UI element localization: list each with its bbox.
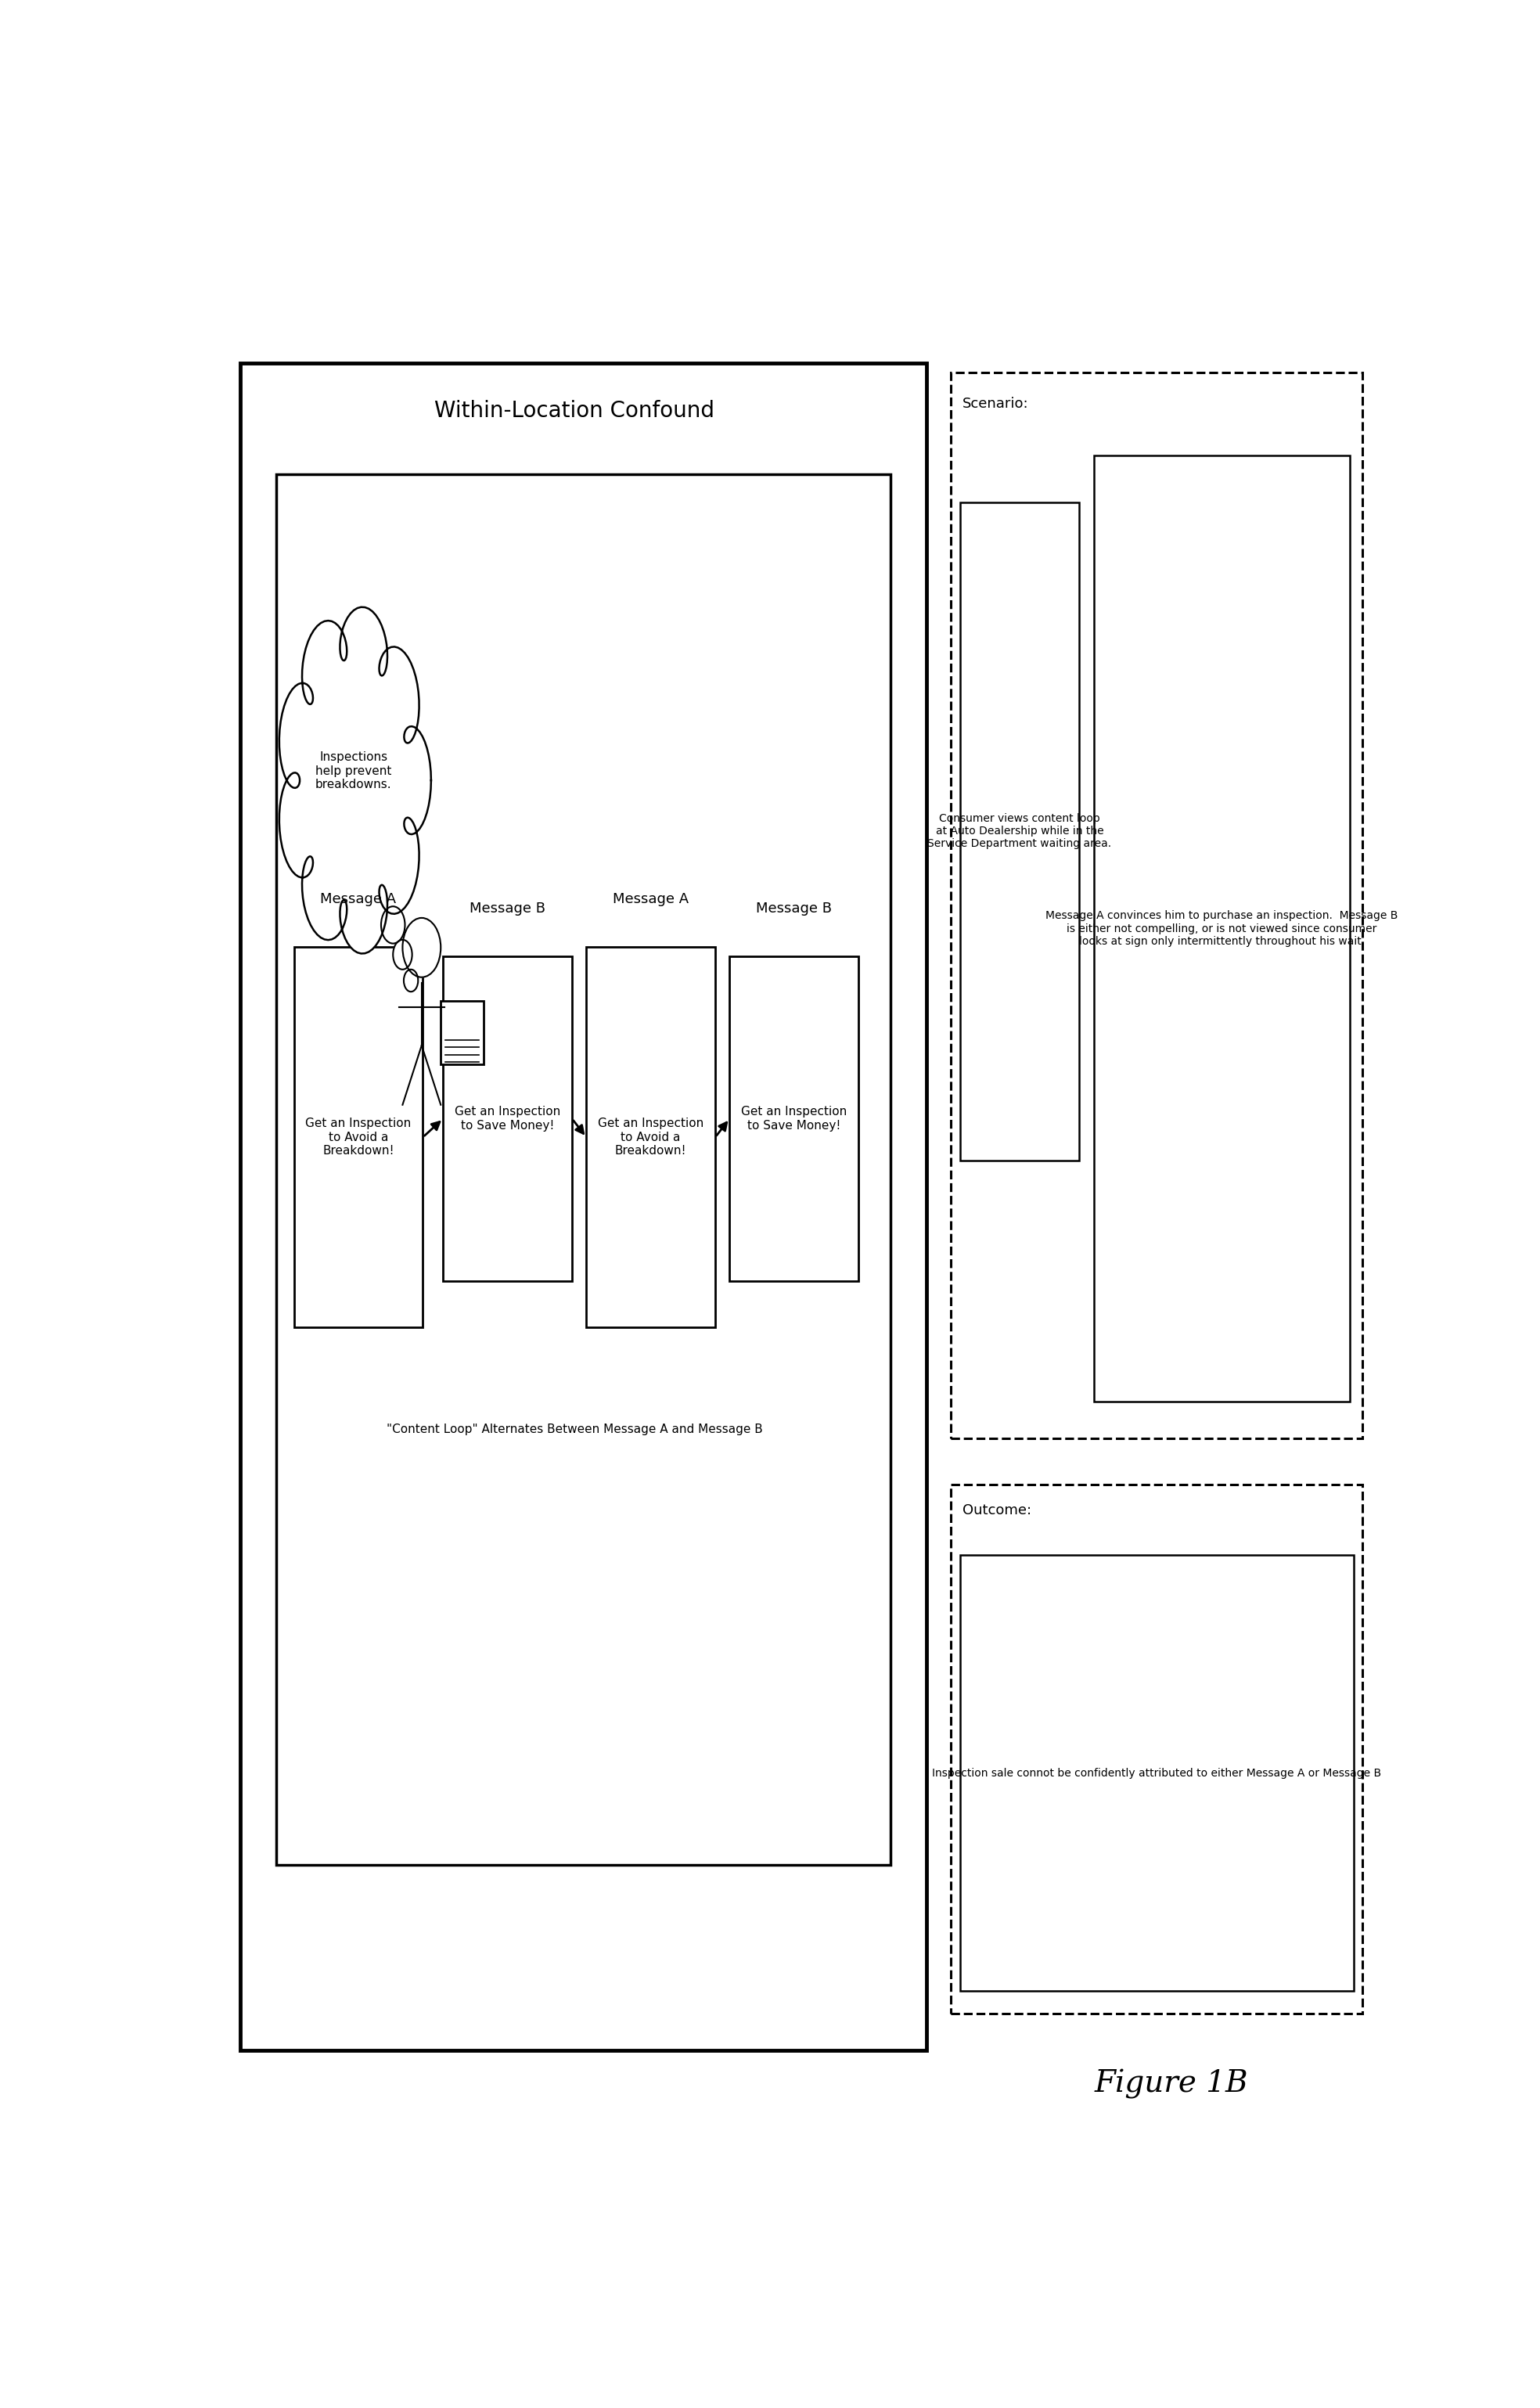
Bar [959,503,1080,1161]
Text: "Content Loop" Alternates Between Message A and Message B: "Content Loop" Alternates Between Messag… [387,1423,762,1435]
Text: Message B: Message B [756,901,832,915]
Text: Message A: Message A [613,893,688,905]
Text: Figure 1B: Figure 1B [1095,2068,1247,2100]
Text: Get an Inspection
to Avoid a
Breakdown!: Get an Inspection to Avoid a Breakdown! [598,1117,704,1156]
Bar [1093,455,1351,1401]
Text: Scenario:: Scenario: [962,397,1029,412]
Polygon shape [279,607,431,954]
Text: Message A convinces him to purchase an inspection.  Message B
is either not comp: Message A convinces him to purchase an i… [1046,910,1398,946]
Bar [240,364,927,2049]
Text: Message B: Message B [470,901,545,915]
Text: Get an Inspection
to Avoid a
Breakdown!: Get an Inspection to Avoid a Breakdown! [305,1117,411,1156]
Text: Within-Location Confound: Within-Location Confound [434,400,715,421]
Bar [444,956,571,1281]
Circle shape [393,939,413,970]
Bar [294,946,424,1327]
Circle shape [402,917,440,978]
Circle shape [403,970,417,992]
Bar [730,956,858,1281]
Text: Consumer views content loop
at Auto Dealership while in the
Service Department w: Consumer views content loop at Auto Deal… [927,814,1112,850]
Bar [587,946,715,1327]
Text: Message A: Message A [320,893,396,905]
Circle shape [380,905,405,944]
Bar [950,1486,1363,2013]
Text: Outcome:: Outcome: [962,1503,1032,1517]
Bar [276,474,890,1864]
Text: Get an Inspection
to Save Money!: Get an Inspection to Save Money! [454,1105,561,1132]
Text: Inspections
help prevent
breakdowns.: Inspections help prevent breakdowns. [316,751,391,790]
Text: Inspection sale connot be confidently attributed to either Message A or Message : Inspection sale connot be confidently at… [932,1767,1381,1780]
Bar [440,1002,484,1064]
Bar [950,373,1363,1438]
Text: Get an Inspection
to Save Money!: Get an Inspection to Save Money! [741,1105,847,1132]
Bar [959,1556,1354,1991]
